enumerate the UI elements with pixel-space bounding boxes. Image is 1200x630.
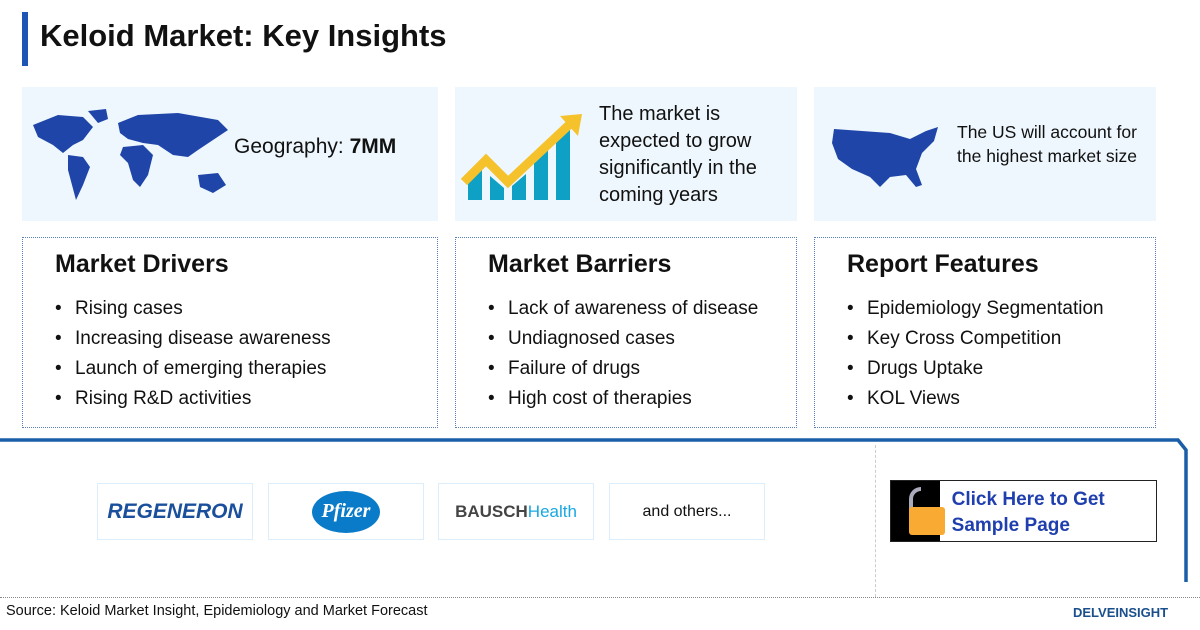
world-map-icon — [33, 109, 228, 200]
regeneron-logo: REGENERON — [97, 483, 253, 540]
sample-page-button[interactable]: Click Here to Get Sample Page — [890, 480, 1157, 542]
bausch-text: BAUSCH — [455, 501, 528, 521]
list-item: Epidemiology Segmentation — [845, 294, 1104, 324]
page-title: Keloid Market: Key Insights — [40, 18, 447, 53]
geography-text: Geography: 7MM — [234, 135, 396, 159]
us-card: The US will account for the highest mark… — [814, 87, 1156, 221]
others-box: and others... — [609, 483, 765, 540]
barriers-title: Market Barriers — [488, 250, 672, 278]
list-item: Launch of emerging therapies — [53, 354, 331, 384]
drivers-title: Market Drivers — [55, 250, 229, 278]
title-accent-bar — [22, 12, 28, 66]
growth-text: The market is expected to grow significa… — [599, 103, 757, 206]
growth-chart-icon — [460, 114, 582, 200]
list-item: Lack of awareness of disease — [486, 294, 758, 324]
geography-card: Geography: 7MM — [22, 87, 438, 221]
list-item: Undiagnosed cases — [486, 324, 758, 354]
report-features-panel: Report Features Epidemiology Segmentatio… — [814, 237, 1156, 428]
market-barriers-panel: Market Barriers Lack of awareness of dis… — [455, 237, 797, 428]
us-text: The US will account for the highest mark… — [957, 122, 1137, 166]
health-text: Health — [527, 501, 577, 521]
list-item: KOL Views — [845, 384, 1104, 414]
geography-label: Geography: — [234, 135, 350, 158]
unlock-icon — [891, 481, 945, 541]
list-item: Drugs Uptake — [845, 354, 1104, 384]
others-text: and others... — [642, 502, 732, 520]
source-text: Source: Keloid Market Insight, Epidemiol… — [6, 603, 428, 619]
section-divider — [0, 438, 1188, 582]
list-item: Rising R&D activities — [53, 384, 331, 414]
bausch-health-logo: BAUSCHHealth — [438, 483, 594, 540]
pfizer-logo: Pfizer — [268, 483, 424, 540]
geography-value: 7MM — [349, 135, 397, 158]
list-item: High cost of therapies — [486, 384, 758, 414]
growth-card: The market is expected to grow significa… — [455, 87, 797, 221]
list-item: Increasing disease awareness — [53, 324, 331, 354]
market-drivers-panel: Market Drivers Rising cases Increasing d… — [22, 237, 438, 428]
list-item: Key Cross Competition — [845, 324, 1104, 354]
cta-text[interactable]: Click Here to Get Sample Page — [951, 489, 1105, 536]
pfizer-text: Pfizer — [312, 490, 380, 533]
features-title: Report Features — [847, 250, 1039, 278]
delveinsight-logo: DELVEINSIGHT — [1073, 605, 1169, 620]
list-item: Rising cases — [53, 294, 331, 324]
list-item: Failure of drugs — [486, 354, 758, 384]
regeneron-text: REGENERON — [107, 499, 243, 523]
usa-map-icon — [832, 127, 938, 187]
footer-divider — [0, 597, 1200, 598]
vertical-divider — [875, 445, 876, 597]
